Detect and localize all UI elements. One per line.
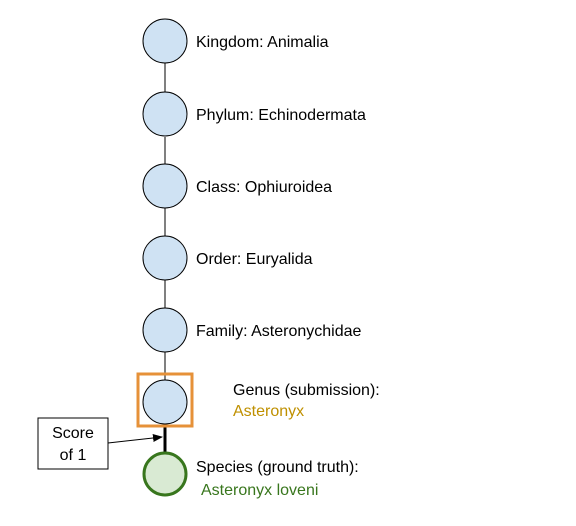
class-node bbox=[142, 163, 188, 209]
order-label: Order: Euryalida bbox=[196, 251, 313, 268]
kingdom-label: Kingdom: Animalia bbox=[196, 34, 329, 51]
score-callout-box bbox=[37, 417, 109, 470]
species-label: Species (ground truth): bbox=[196, 459, 359, 476]
species-value: Asteronyx loveni bbox=[201, 482, 318, 499]
family-label: Family: Asteronychidae bbox=[196, 323, 362, 340]
species-node bbox=[142, 451, 188, 497]
phylum-label: Phylum: Echinodermata bbox=[196, 107, 366, 124]
class-label: Class: Ophiuroidea bbox=[196, 179, 332, 196]
score-callout-arrow bbox=[107, 434, 163, 444]
phylum-node bbox=[142, 91, 188, 137]
score-callout-line1: Score bbox=[52, 425, 94, 442]
genus-value: Asteronyx bbox=[233, 403, 304, 420]
kingdom-node bbox=[142, 18, 188, 64]
genus-label: Genus (submission): bbox=[233, 382, 380, 399]
submission-highlight-box bbox=[136, 372, 194, 428]
genus-node bbox=[142, 379, 188, 425]
score-callout-line2: of 1 bbox=[60, 447, 87, 464]
family-node bbox=[142, 307, 188, 353]
order-node bbox=[142, 235, 188, 281]
